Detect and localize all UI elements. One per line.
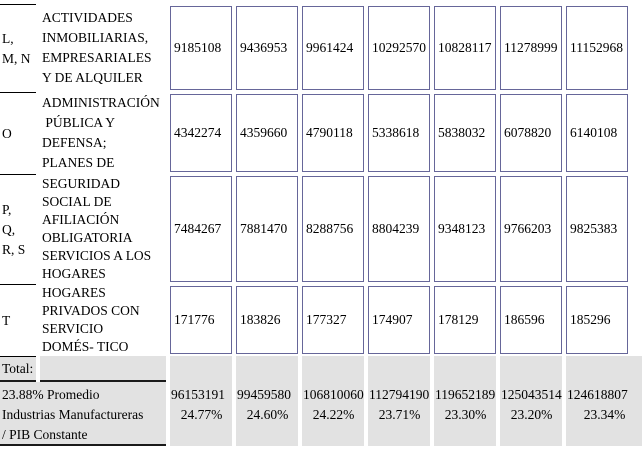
total-spacer-cell <box>302 356 364 382</box>
row-desc-cell: SEGURIDAD SOCIAL DE AFILIACIÓN OBLIGATOR… <box>42 176 152 281</box>
value-cell: 185296 <box>566 286 628 354</box>
value-cell: 9961424 <box>302 6 364 90</box>
total-percent: 23.34% <box>583 407 626 422</box>
total-value: 106810060 <box>303 387 364 402</box>
total-value-cell: 119652189 23.30% <box>434 382 496 446</box>
total-value: 99459580 <box>237 387 291 402</box>
row-code-cell: O <box>0 92 36 174</box>
total-percent: 23.20% <box>510 407 553 422</box>
total-percent: 23.30% <box>444 407 487 422</box>
value-cell: 5338618 <box>368 94 430 172</box>
summary-label: 23.88% Promedio Industrias Manufacturera… <box>0 382 166 446</box>
value-cell: 11278999 <box>500 6 562 90</box>
row-code-cell: P, Q, R, S <box>0 174 36 284</box>
value-cell: 7484267 <box>170 176 232 282</box>
total-spacer-cell <box>500 356 562 382</box>
value-cell: 9185108 <box>170 6 232 90</box>
total-value-cell: 112794190 23.71% <box>368 382 430 446</box>
total-value-cell: 124618807 23.34% <box>566 382 642 446</box>
total-value-cell: 96153191 24.77% <box>170 382 232 446</box>
value-cell: 178129 <box>434 286 496 354</box>
total-value-cell: 99459580 24.60% <box>236 382 298 446</box>
total-spacer-cell <box>170 356 232 382</box>
total-value: 112794190 <box>369 387 430 402</box>
value-cell: 5838032 <box>434 94 496 172</box>
value-cell: 6140108 <box>566 94 628 172</box>
row-code-cell: T <box>0 284 36 356</box>
total-spacer-cell <box>368 356 430 382</box>
total-value: 119652189 <box>435 387 496 402</box>
total-value-cell: 106810060 24.22% <box>302 382 364 446</box>
value-cell: 4342274 <box>170 94 232 172</box>
total-percent: 24.22% <box>312 407 355 422</box>
value-cell: 11152968 <box>566 6 628 90</box>
total-spacer-cell <box>236 356 298 382</box>
row-desc-cell: ACTIVIDADES INMOBILIARIAS, EMPRESARIALES… <box>42 10 152 85</box>
value-cell: 8804239 <box>368 176 430 282</box>
row-desc-cell: ADMINISTRACIÓN PÚBLICA Y DEFENSA; PLANES… <box>42 95 160 170</box>
value-cell: 8288756 <box>302 176 364 282</box>
table-grid: L, M, N ACTIVIDADES INMOBILIARIAS, EMPRE… <box>0 4 642 446</box>
value-cell: 9436953 <box>236 6 298 90</box>
value-cell: 177327 <box>302 286 364 354</box>
row-desc-cell: HOGARES PRIVADOS CON SERVICIO DOMÉS- TIC… <box>42 285 140 354</box>
value-cell: 10828117 <box>434 6 496 90</box>
total-value-cell: 125043514 23.20% <box>500 382 562 446</box>
total-desc-cell <box>40 356 166 382</box>
total-spacer-cell <box>566 356 642 382</box>
value-cell: 9348123 <box>434 176 496 282</box>
value-cell: 4790118 <box>302 94 364 172</box>
value-cell: 4359660 <box>236 94 298 172</box>
total-value: 125043514 <box>501 387 562 402</box>
value-cell: 171776 <box>170 286 232 354</box>
value-cell: 6078820 <box>500 94 562 172</box>
total-percent: 24.77% <box>180 407 223 422</box>
value-cell: 174907 <box>368 286 430 354</box>
value-cell: 183826 <box>236 286 298 354</box>
value-cell: 9766203 <box>500 176 562 282</box>
value-cell: 7881470 <box>236 176 298 282</box>
value-cell: 9825383 <box>566 176 628 282</box>
total-percent: 23.71% <box>378 407 421 422</box>
row-code-cell: L, M, N <box>0 4 36 92</box>
total-percent: 24.60% <box>246 407 289 422</box>
value-cell: 186596 <box>500 286 562 354</box>
total-value: 96153191 <box>171 387 225 402</box>
total-label: Total: <box>0 356 36 382</box>
total-value: 124618807 <box>567 387 628 402</box>
value-cell: 10292570 <box>368 6 430 90</box>
total-spacer-cell <box>434 356 496 382</box>
